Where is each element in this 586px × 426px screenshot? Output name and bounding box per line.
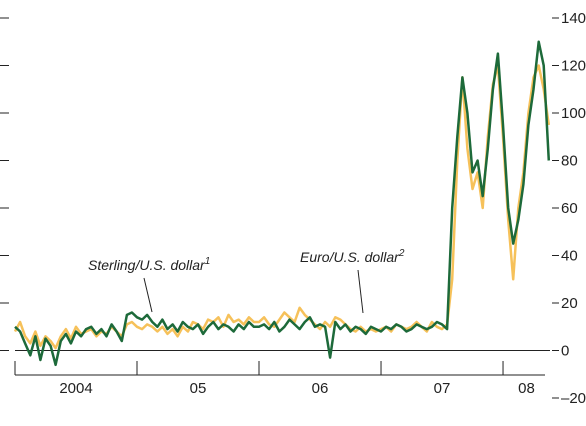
annotation: Euro/U.S. dollar2 (300, 248, 405, 265)
series-line (13, 64, 551, 350)
annotation: Sterling/U.S. dollar1 (88, 256, 210, 273)
leader-line (357, 269, 364, 314)
y-tick-label: 0 (561, 343, 569, 360)
x-tick-label: 07 (434, 380, 451, 397)
y-tick-label: 80 (561, 153, 578, 170)
annotation-text: Sterling/U.S. dollar (88, 257, 206, 273)
series-line (14, 40, 551, 367)
y-tick-label: 120 (561, 58, 586, 75)
y-tick-label: 40 (561, 248, 578, 265)
x-tick-label: 05 (190, 380, 207, 397)
y-tick-label: 140 (561, 10, 586, 27)
x-tick-label: 08 (518, 380, 535, 397)
annotation-sup: 2 (398, 248, 405, 259)
y-tick-label: 20 (561, 295, 578, 312)
annotation-text: Euro/U.S. dollar (300, 249, 400, 265)
x-tick-label: 06 (312, 380, 329, 397)
annotation-sup: 1 (205, 256, 211, 267)
leader-line (143, 277, 153, 313)
x-tick-label: 2004 (59, 380, 92, 397)
y-tick-label: –20 (561, 390, 586, 407)
y-tick-label: 60 (561, 200, 578, 217)
y-tick-label: 100 (561, 105, 586, 122)
